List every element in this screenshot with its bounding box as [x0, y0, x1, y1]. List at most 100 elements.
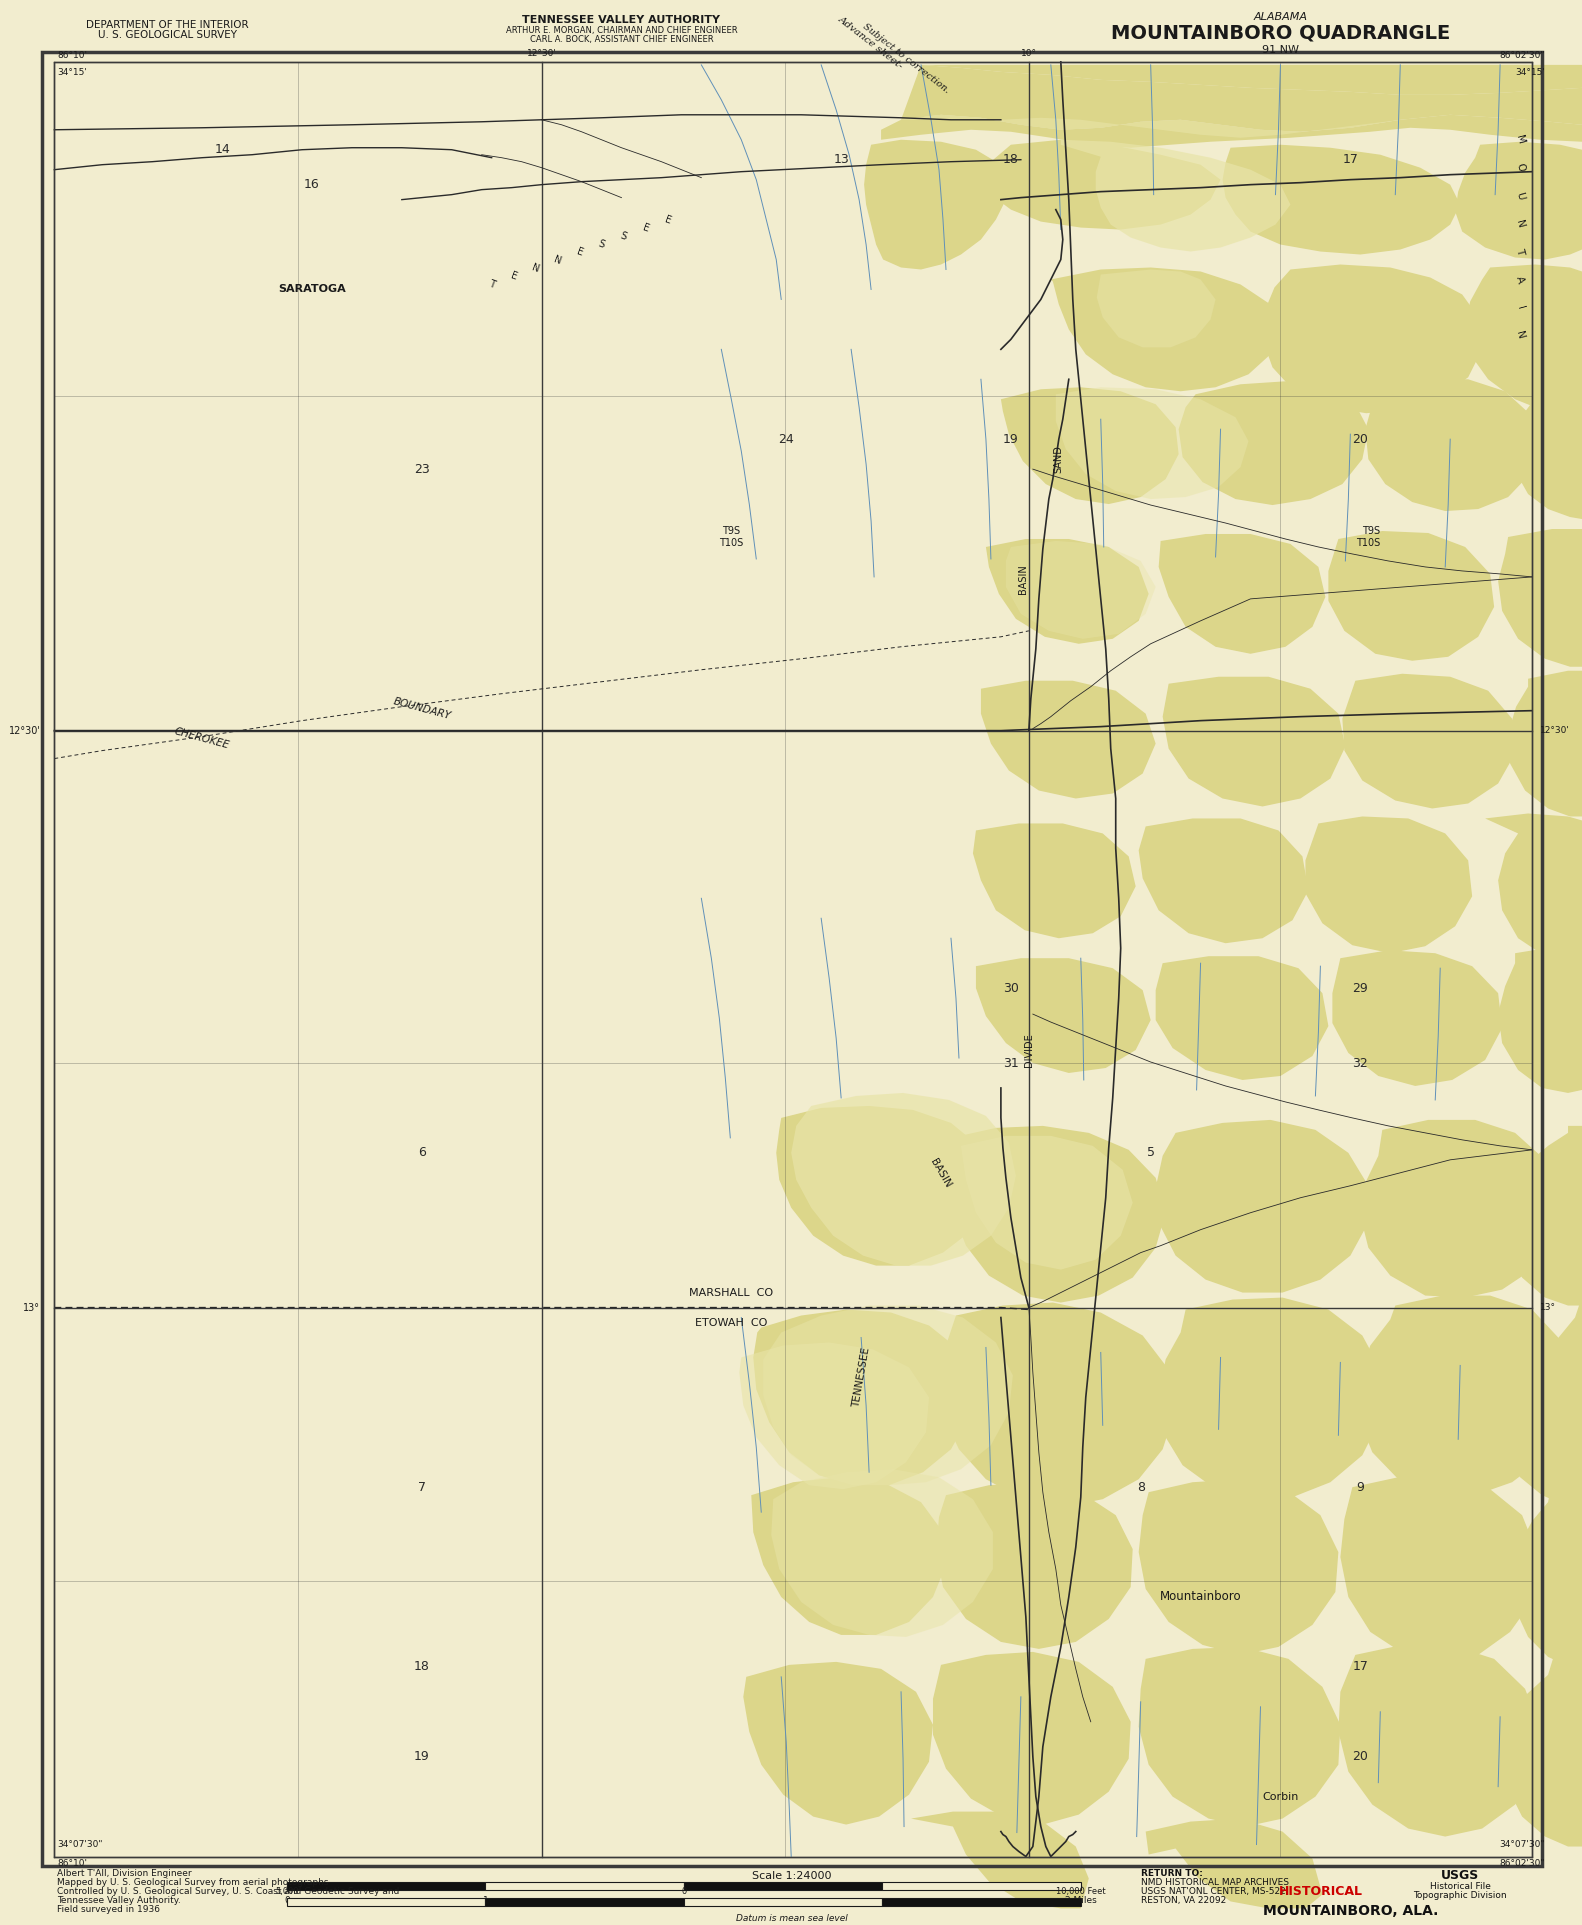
Text: 18: 18 — [1003, 154, 1019, 166]
Text: 86°02'30": 86°02'30" — [1500, 50, 1546, 60]
Text: USGS NAT'ONL CENTER, MS-522: USGS NAT'ONL CENTER, MS-522 — [1141, 1886, 1286, 1896]
Text: 34°07'30": 34°07'30" — [57, 1840, 103, 1848]
Polygon shape — [940, 1303, 1175, 1507]
Bar — [286, 1898, 486, 1906]
Text: 0: 0 — [285, 1896, 290, 1906]
Text: 86°10': 86°10' — [57, 1858, 87, 1867]
Text: E: E — [663, 216, 672, 227]
Text: E: E — [509, 271, 519, 283]
Polygon shape — [1223, 144, 1460, 254]
Text: I: I — [1516, 304, 1525, 310]
Text: 19: 19 — [1003, 433, 1019, 447]
Text: Historical File: Historical File — [1430, 1883, 1490, 1892]
Polygon shape — [1512, 1476, 1582, 1669]
Text: 24: 24 — [778, 433, 794, 447]
Polygon shape — [902, 116, 1400, 139]
Text: Field surveyed in 1936: Field surveyed in 1936 — [57, 1906, 160, 1915]
Text: CHEROKEE: CHEROKEE — [174, 726, 231, 751]
Text: MOUNTAINBORO, ALA.: MOUNTAINBORO, ALA. — [1262, 1904, 1438, 1919]
Polygon shape — [1329, 531, 1493, 660]
Text: Scale 1:24000: Scale 1:24000 — [753, 1871, 832, 1881]
Text: M: M — [1514, 135, 1527, 144]
Polygon shape — [1504, 1648, 1582, 1846]
Polygon shape — [1139, 818, 1308, 943]
Text: 13°: 13° — [24, 1303, 41, 1313]
Text: Topographic Division: Topographic Division — [1413, 1892, 1508, 1900]
Text: CARL A. BOCK, ASSISTANT CHIEF ENGINEER: CARL A. BOCK, ASSISTANT CHIEF ENGINEER — [530, 35, 713, 44]
Polygon shape — [1504, 1303, 1582, 1507]
Text: T: T — [1514, 246, 1525, 256]
Polygon shape — [1365, 379, 1539, 510]
Polygon shape — [981, 681, 1156, 799]
Text: S: S — [596, 239, 606, 250]
Text: ETOWAH  CO: ETOWAH CO — [694, 1317, 767, 1328]
Polygon shape — [1158, 533, 1326, 654]
Text: ARTHUR E. MORGAN, CHAIRMAN AND CHIEF ENGINEER: ARTHUR E. MORGAN, CHAIRMAN AND CHIEF ENG… — [506, 25, 737, 35]
Text: T9S
T10S: T9S T10S — [720, 526, 744, 549]
Text: DIVIDE: DIVIDE — [1024, 1034, 1035, 1066]
Bar — [286, 1883, 486, 1890]
Polygon shape — [751, 1476, 946, 1634]
Text: 7: 7 — [418, 1480, 426, 1494]
Text: E: E — [574, 246, 584, 258]
Text: 10,000 Feet: 10,000 Feet — [1055, 1886, 1106, 1896]
Text: Subject to correction.: Subject to correction. — [861, 21, 951, 94]
Text: T9S
T10S: T9S T10S — [1356, 526, 1381, 549]
Text: 16: 16 — [304, 179, 320, 191]
Text: 20: 20 — [1353, 1750, 1368, 1763]
Text: N: N — [552, 254, 563, 266]
Text: TENNESSEE: TENNESSEE — [851, 1346, 872, 1409]
Polygon shape — [864, 141, 1011, 270]
Polygon shape — [1338, 1644, 1539, 1836]
Text: USGS: USGS — [1441, 1869, 1479, 1883]
Text: 13: 13 — [834, 154, 850, 166]
Text: 5,000: 5,000 — [275, 1886, 299, 1896]
Text: Corbin: Corbin — [1262, 1792, 1299, 1802]
Text: 18: 18 — [414, 1661, 430, 1673]
Polygon shape — [1508, 670, 1582, 816]
Polygon shape — [1055, 387, 1248, 499]
Polygon shape — [986, 539, 1149, 643]
Bar — [486, 1898, 683, 1906]
Text: NMD HISTORICAL MAP ARCHIVES: NMD HISTORICAL MAP ARCHIVES — [1141, 1879, 1289, 1888]
Polygon shape — [1096, 270, 1215, 346]
Polygon shape — [1485, 814, 1582, 962]
Text: 12°30': 12°30' — [527, 48, 557, 58]
Text: 34°15': 34°15' — [1516, 67, 1546, 77]
Polygon shape — [1455, 142, 1582, 260]
Text: RESTON, VA 22092: RESTON, VA 22092 — [1141, 1896, 1226, 1906]
Text: 20: 20 — [1353, 433, 1368, 447]
Text: RETURN TO:: RETURN TO: — [1141, 1869, 1202, 1879]
Polygon shape — [986, 141, 1221, 229]
Bar — [683, 1898, 883, 1906]
Text: 23: 23 — [414, 462, 430, 475]
Polygon shape — [1512, 379, 1582, 520]
Polygon shape — [763, 1305, 1012, 1486]
Bar — [486, 1883, 683, 1890]
Text: 8: 8 — [1137, 1480, 1145, 1494]
Text: 17: 17 — [1353, 1661, 1368, 1673]
Polygon shape — [937, 1482, 1133, 1650]
Text: 86°10': 86°10' — [57, 50, 87, 60]
Polygon shape — [739, 1342, 929, 1490]
Text: 34°15': 34°15' — [57, 67, 87, 77]
Text: A: A — [1514, 275, 1527, 285]
Polygon shape — [1001, 387, 1179, 504]
Text: 17: 17 — [1343, 154, 1359, 166]
Text: 34°07'30": 34°07'30" — [1500, 1840, 1546, 1848]
Polygon shape — [902, 65, 1582, 131]
Text: 19: 19 — [414, 1750, 430, 1763]
Text: TENNESSEE VALLEY AUTHORITY: TENNESSEE VALLEY AUTHORITY — [522, 15, 720, 25]
Polygon shape — [1305, 816, 1473, 953]
Text: HISTORICAL: HISTORICAL — [1278, 1885, 1362, 1898]
Text: 86°02'30": 86°02'30" — [1500, 1858, 1546, 1867]
Bar — [883, 1883, 1081, 1890]
Polygon shape — [1179, 381, 1368, 504]
Polygon shape — [777, 1107, 990, 1265]
Polygon shape — [973, 824, 1136, 937]
Text: U. S. GEOLOGICAL SURVEY: U. S. GEOLOGICAL SURVEY — [98, 31, 237, 40]
Polygon shape — [960, 1136, 1133, 1270]
Text: MARSHALL  CO: MARSHALL CO — [690, 1288, 774, 1297]
Polygon shape — [933, 1652, 1131, 1825]
Polygon shape — [946, 1126, 1166, 1303]
